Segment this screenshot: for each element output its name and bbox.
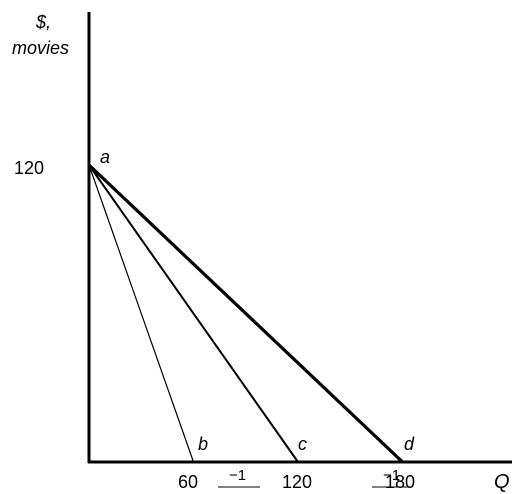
slope-label-2: −1 (383, 467, 400, 484)
point-label-b: b (198, 434, 208, 454)
point-label-d: d (404, 434, 415, 454)
x-tick-label-120: 120 (282, 472, 312, 492)
x-axis-label: Q (494, 471, 510, 493)
budget-line-a-d (87, 163, 404, 464)
point-label-a: a (100, 147, 110, 167)
point-label-c: c (298, 434, 307, 454)
y-axis-label-line2: movies (12, 38, 69, 58)
budget-line-a-c (88, 164, 299, 463)
budget-line-a-b (88, 164, 195, 463)
slope-label-1: −1 (229, 467, 246, 484)
y-axis-label-line1: $, (35, 12, 51, 32)
x-tick-label-60: 60 (178, 472, 198, 492)
y-tick-label-120: 120 (14, 158, 44, 178)
